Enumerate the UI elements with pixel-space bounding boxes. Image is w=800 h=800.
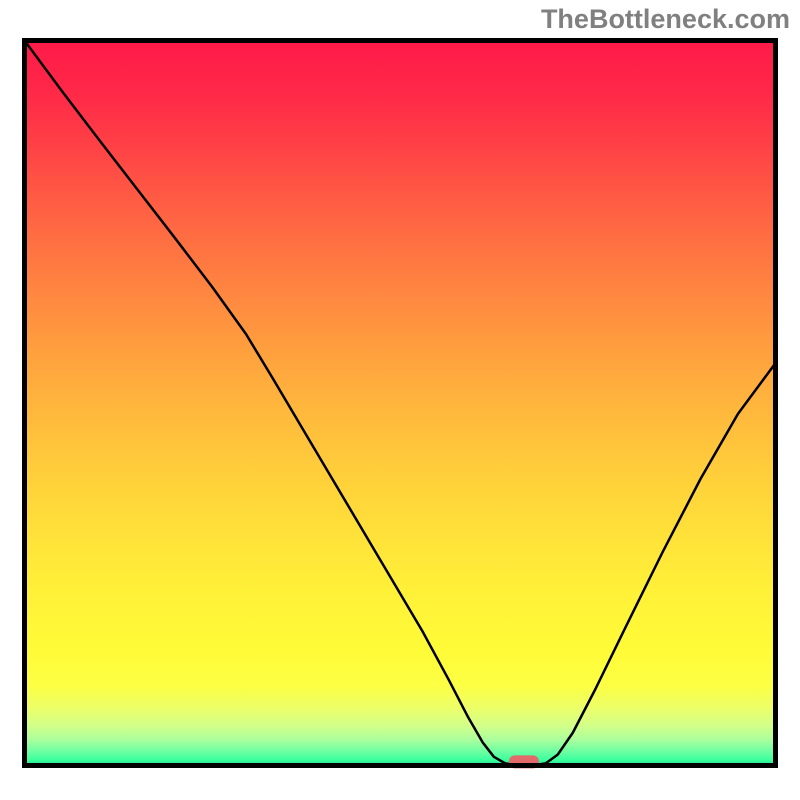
bottleneck-chart — [0, 0, 800, 800]
watermark-text: TheBottleneck.com — [541, 4, 790, 35]
chart-background — [25, 41, 776, 766]
